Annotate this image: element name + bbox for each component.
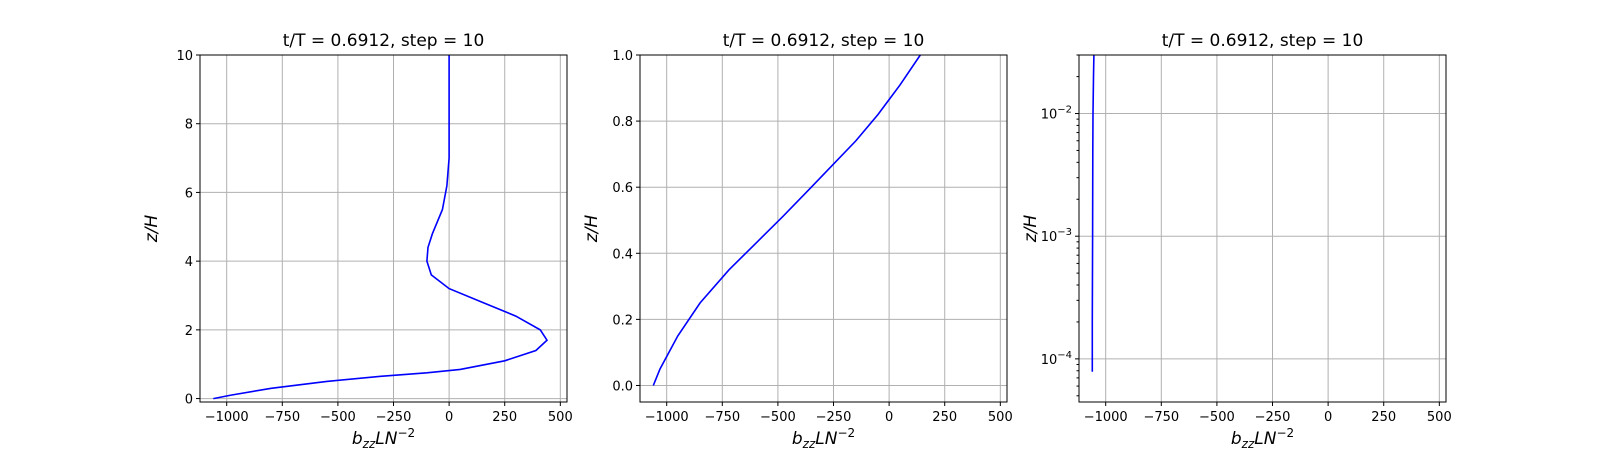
axes-frame — [199, 54, 568, 403]
y-tick-label: 10−3 — [1041, 227, 1072, 245]
x-tick-label: 500 — [1427, 410, 1452, 425]
x-tick-label: −500 — [1199, 410, 1235, 425]
y-tick-label: 0.8 — [612, 115, 633, 130]
x-tick-label: −250 — [1255, 410, 1291, 425]
x-tick-label: 0 — [885, 410, 893, 425]
chart-title: t/T = 0.6912, step = 10 — [1162, 31, 1364, 51]
x-tick-label: −500 — [320, 410, 356, 425]
axes-frame — [639, 54, 1008, 403]
series-line — [1091, 54, 1095, 372]
chart-title: t/T = 0.6912, step = 10 — [723, 31, 925, 51]
y-tick-label: 0.6 — [612, 181, 633, 196]
x-axis-label: bzzLN−2 — [792, 426, 855, 450]
y-tick-label: 1.0 — [612, 49, 633, 64]
y-axis-label: z/H — [142, 215, 162, 244]
series-line — [213, 55, 549, 400]
panel-2: −1000 −750 −500 −250 0 250 500 0.0 0.2 0.4 0.6 0.8 1… — [582, 31, 1013, 450]
y-tick-label: 0.4 — [612, 247, 633, 262]
y-tick-label: 4 — [185, 255, 193, 270]
axes-frame — [1078, 54, 1447, 403]
x-tick-label: −500 — [760, 410, 796, 425]
y-axis-label: z/H — [1021, 215, 1041, 244]
x-tick-label: −750 — [264, 410, 300, 425]
x-tick-label: 250 — [492, 410, 517, 425]
x-tick-label: 0 — [1324, 410, 1332, 425]
x-tick-label: −750 — [704, 410, 740, 425]
x-tick-label: −1000 — [205, 410, 249, 425]
x-tick-label: 500 — [988, 410, 1013, 425]
y-tick-label: 0.2 — [612, 313, 633, 328]
panel-1: −1000 −750 −500 −250 0 250 500 0 2 4 6 8 10 t/T = 0.6… — [142, 31, 573, 450]
y-tick-label: 0.0 — [612, 379, 633, 394]
x-tick-label: 250 — [932, 410, 957, 425]
y-tick-label: 10−4 — [1041, 350, 1072, 368]
x-tick-label: −1000 — [1084, 410, 1128, 425]
x-tick-label: 250 — [1371, 410, 1396, 425]
x-axis-label: bzzLN−2 — [352, 426, 415, 450]
y-tick-label: 2 — [185, 324, 193, 339]
x-tick-label: 0 — [445, 410, 453, 425]
y-axis-label: z/H — [582, 215, 602, 244]
x-tick-label: −750 — [1143, 410, 1179, 425]
x-tick-label: 500 — [548, 410, 573, 425]
y-tick-label: 10−2 — [1041, 105, 1072, 123]
y-tick-label: 0 — [185, 393, 193, 408]
panel-3: −1000 −750 −500 −250 0 250 500 10−4 10−3 10−2 t/T … — [1021, 31, 1452, 450]
x-axis-label: bzzLN−2 — [1231, 426, 1294, 450]
y-tick-label: 6 — [185, 186, 193, 201]
x-tick-label: −250 — [816, 410, 852, 425]
y-tick-label: 8 — [185, 118, 193, 133]
series-line — [652, 54, 921, 386]
x-tick-label: −250 — [376, 410, 412, 425]
x-tick-label: −1000 — [645, 410, 689, 425]
chart-title: t/T = 0.6912, step = 10 — [283, 31, 485, 51]
y-tick-label: 10 — [176, 49, 193, 64]
